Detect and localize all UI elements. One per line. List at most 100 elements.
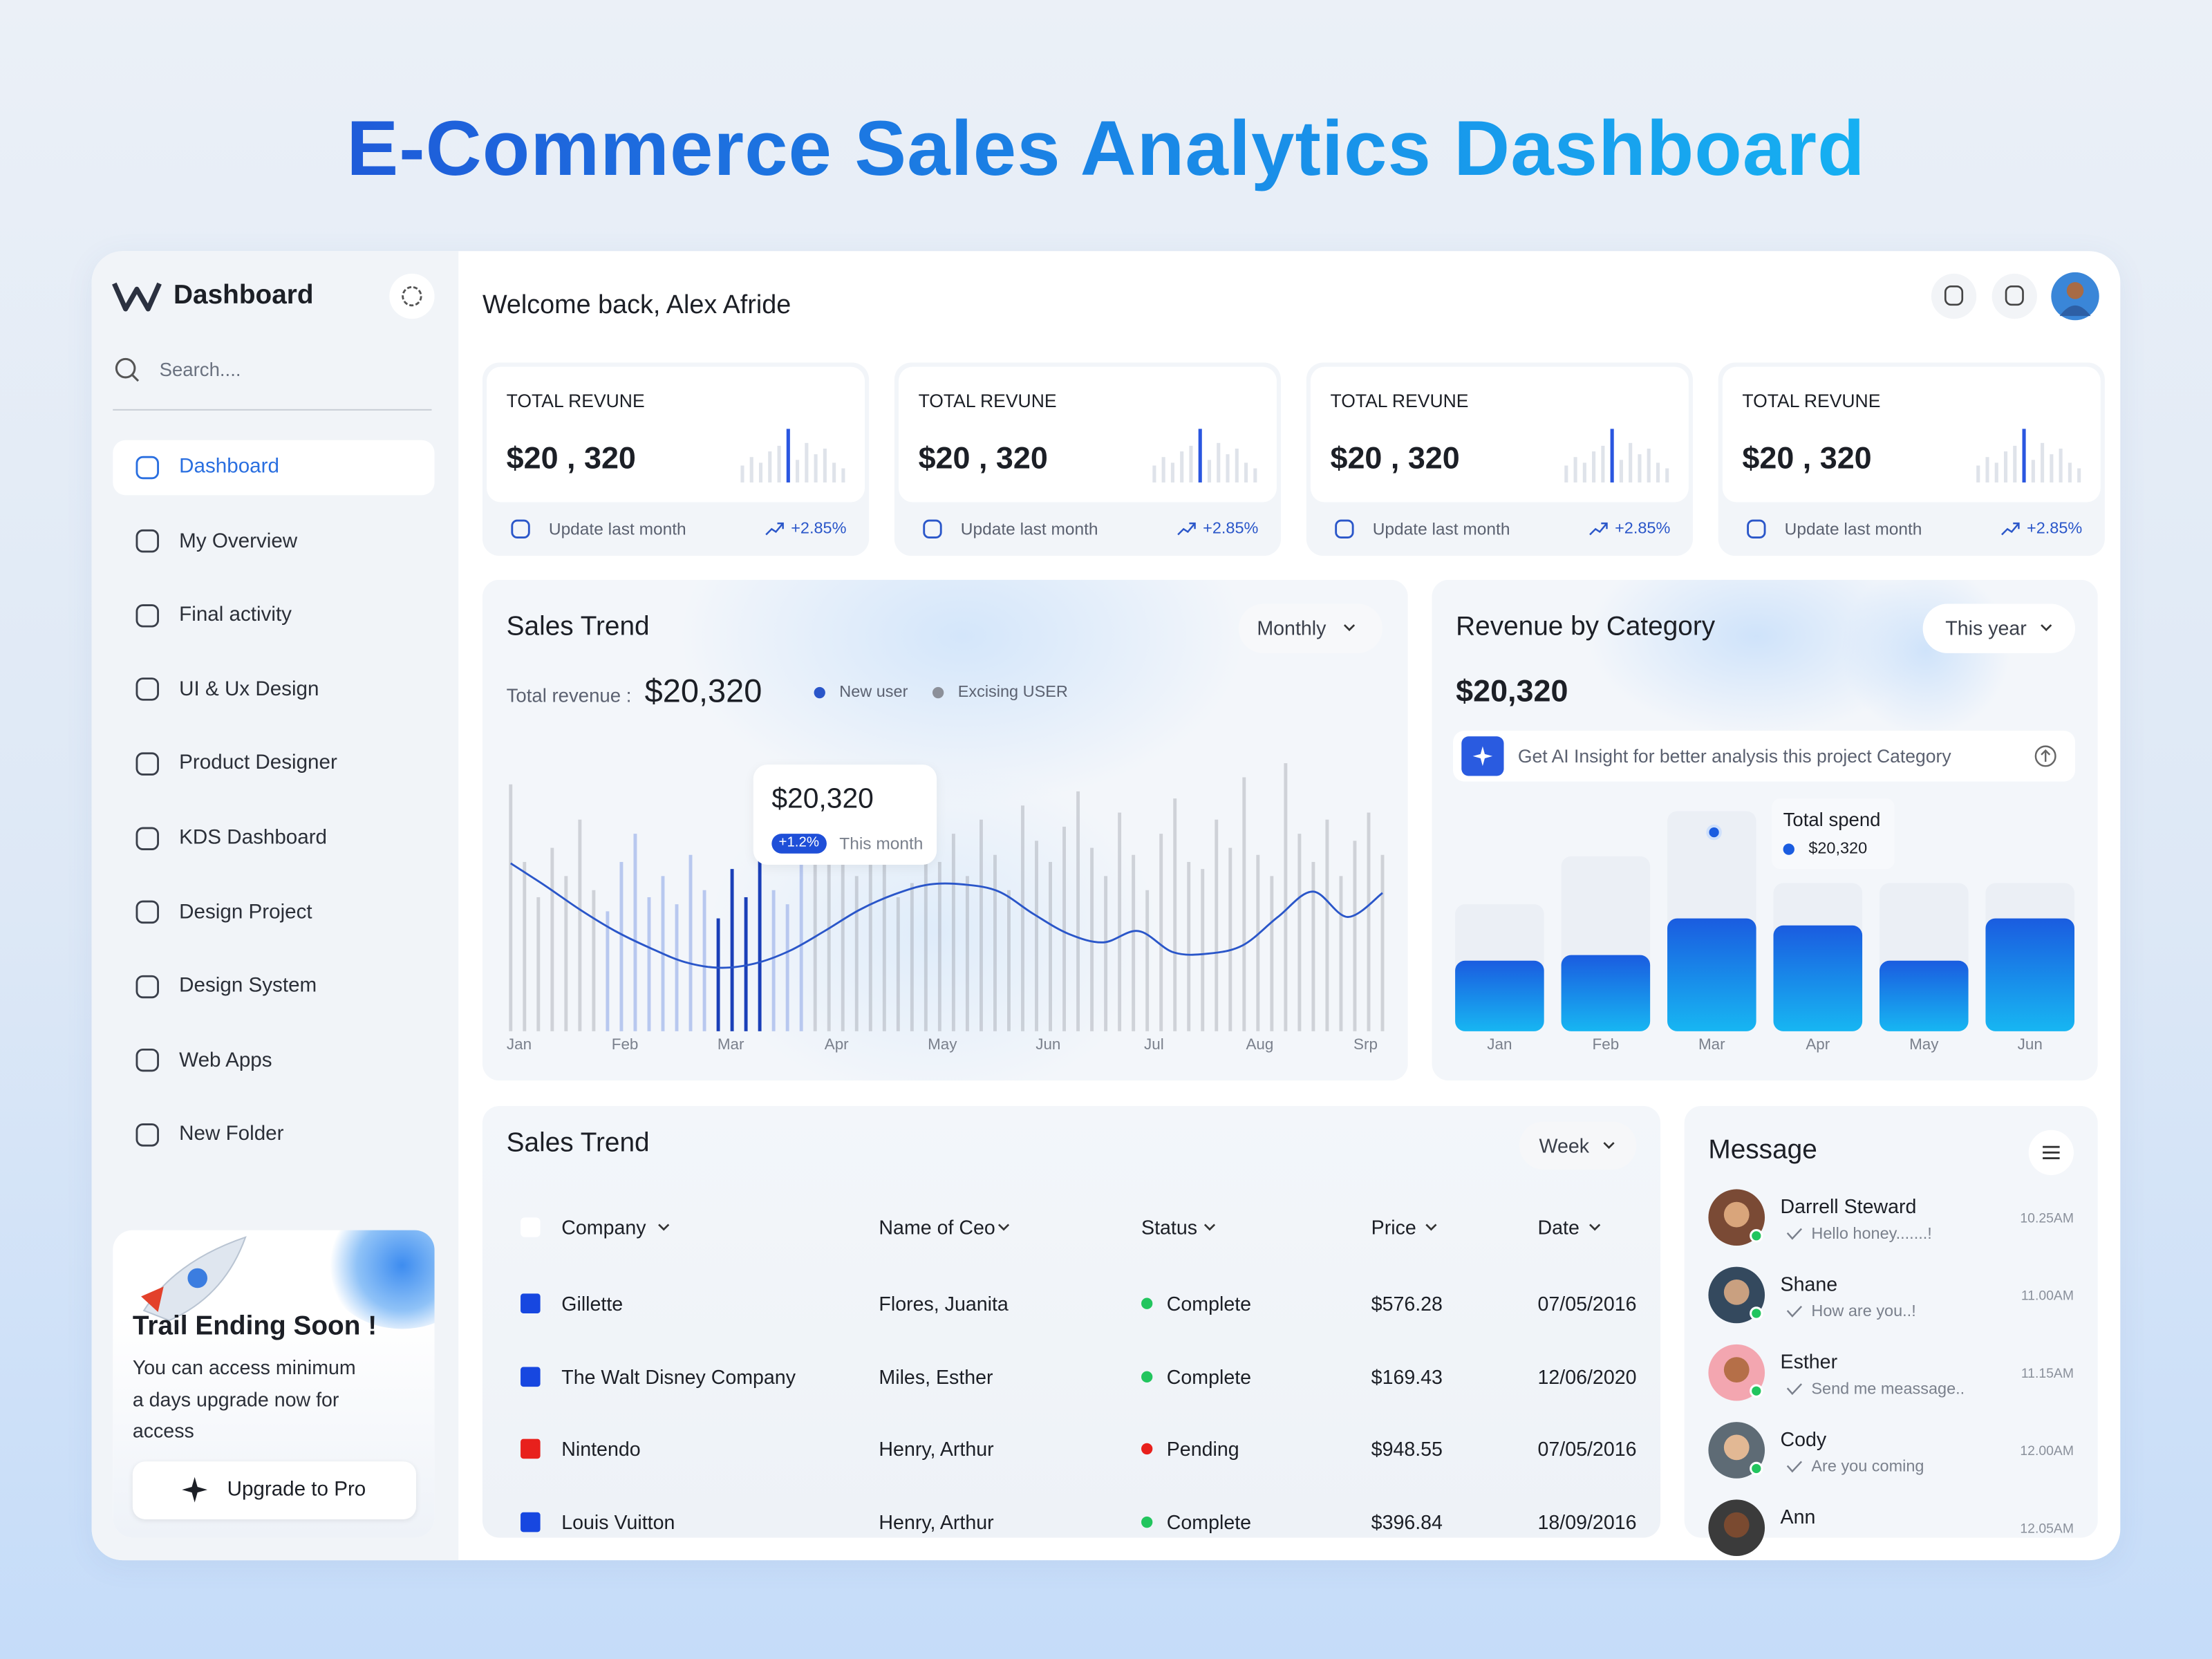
table-cell: $169.43: [1371, 1365, 1443, 1388]
message-text: Are you coming: [1811, 1459, 1924, 1476]
nav-item[interactable]: Dashboard: [179, 456, 279, 478]
filter-label: This year: [1945, 616, 2027, 639]
spark-bar: [1638, 454, 1642, 482]
spark-bar: [1573, 457, 1577, 482]
stat-note: Update last month: [548, 519, 686, 539]
message-name: Cody: [1780, 1427, 1827, 1450]
row-checkbox: [521, 1366, 541, 1387]
x-tick-label: Apr: [1806, 1035, 1830, 1053]
nav-item[interactable]: Product Designer: [179, 752, 337, 776]
nav-item[interactable]: Design System: [179, 975, 317, 998]
online-dot: [1750, 1461, 1763, 1476]
spark-bar: [1235, 448, 1239, 482]
nav-item[interactable]: Design Project: [179, 901, 312, 924]
chevron: [658, 1224, 670, 1231]
message-avatar: [1708, 1266, 1765, 1324]
x-tick-label: Apr: [825, 1035, 849, 1053]
message-time: 11.15AM: [2021, 1366, 2074, 1382]
message-time: 11.00AM: [2021, 1288, 2074, 1304]
nav-item[interactable]: My Overview: [179, 529, 298, 553]
message-text: Send me meassage..: [1811, 1380, 1965, 1398]
chevron-shape: [1203, 1224, 1216, 1231]
category-bar: [1879, 960, 1969, 1031]
search-divider: [113, 409, 432, 411]
nav-item[interactable]: KDS Dashboard: [179, 826, 328, 850]
category-total: $20,320: [1456, 673, 1568, 709]
nav-icon: [135, 529, 158, 553]
chevron: [1203, 1224, 1216, 1231]
trend-bar: [1076, 791, 1080, 1031]
spark-bar: [841, 468, 845, 482]
nav-item[interactable]: Web Apps: [179, 1049, 272, 1072]
settings-button: [389, 273, 435, 319]
stat-change: +2.85%: [1615, 521, 1671, 538]
trend-bar: [744, 897, 748, 1031]
trend-bar: [1118, 812, 1122, 1031]
spark-bar: [2050, 454, 2054, 482]
stat-label: TOTAL REVUNE: [506, 390, 645, 411]
page-title: E-Commerce Sales Analytics Dashboard: [346, 103, 1865, 194]
filter-dropdown[interactable]: [1922, 603, 2076, 653]
message-avatar: [1708, 1422, 1765, 1479]
row-checkbox: [521, 1293, 541, 1313]
table-panel: [482, 1106, 1661, 1538]
upgrade-button[interactable]: [132, 1461, 417, 1519]
trend-bar: [1145, 890, 1150, 1031]
rocket-window: [187, 1268, 207, 1288]
trend-bar: [965, 876, 969, 1031]
nav-icon-shape: [135, 529, 158, 553]
total-label: Total revenue :: [506, 684, 632, 706]
message-avatar: [1708, 1499, 1765, 1557]
trend-bar: [592, 890, 596, 1031]
stat-rocket-icon-shape: [511, 519, 530, 538]
nav-item[interactable]: New Folder: [179, 1123, 284, 1146]
trend-bar: [1228, 847, 1232, 1031]
message-avatar: [1708, 1344, 1765, 1401]
rocket-illustration: [141, 1236, 247, 1322]
promo-text: You can access minimum: [132, 1356, 356, 1378]
trend-arrow: [765, 522, 784, 536]
spark-bar: [786, 429, 790, 482]
trend-bar: [1325, 819, 1329, 1031]
stat-rocket-icon: [1747, 519, 1766, 538]
ai-submit-ring: [2034, 745, 2056, 767]
nav-item[interactable]: Final activity: [179, 603, 292, 627]
stat-card-top: [1310, 366, 1689, 503]
tooltip-dot: [1783, 843, 1794, 855]
x-tick-label: Jan: [1487, 1035, 1512, 1053]
spark-bar: [1985, 457, 1989, 482]
stat-value: $20 , 320: [1330, 440, 1460, 476]
trend-bar: [633, 834, 637, 1031]
tooltip-change: +1.2%: [771, 834, 827, 854]
tooltip-label: This month: [839, 834, 924, 854]
filter-dropdown[interactable]: [1238, 603, 1382, 653]
chevron: [1603, 1142, 1615, 1150]
settings-icon: [402, 285, 422, 307]
trend-bar: [1284, 763, 1288, 1031]
trend-line: [509, 862, 1383, 969]
filter-dropdown[interactable]: [1519, 1121, 1637, 1170]
nav-item[interactable]: UI & Ux Design: [179, 678, 319, 701]
avatar-face: [1723, 1280, 1750, 1305]
chart-title: Sales Trend: [506, 612, 650, 642]
message-name: Shane: [1780, 1272, 1838, 1295]
table-cell: 07/05/2016: [1537, 1438, 1637, 1461]
category-bar: [1985, 918, 2075, 1031]
welcome-text: Welcome back, Alex Afride: [482, 289, 791, 319]
trend-bar: [647, 897, 651, 1031]
trend-bar: [688, 854, 693, 1031]
trend-bar: [1311, 861, 1315, 1031]
message-time: 12.00AM: [2020, 1443, 2074, 1460]
stat-rocket-icon-shape: [923, 519, 942, 538]
trend-bar: [882, 819, 886, 1031]
spark-bar: [1619, 460, 1623, 482]
upgrade-label: Upgrade to Pro: [227, 1478, 366, 1501]
stat-note: Update last month: [1784, 519, 1922, 539]
nav-icon: [135, 603, 158, 627]
spark-bar: [1253, 468, 1257, 482]
trend-bar: [1201, 869, 1205, 1031]
avatar-face: [1723, 1357, 1750, 1382]
x-tick-label: May: [928, 1035, 957, 1053]
search-glass: [115, 357, 136, 379]
chevron: [1425, 1224, 1437, 1231]
